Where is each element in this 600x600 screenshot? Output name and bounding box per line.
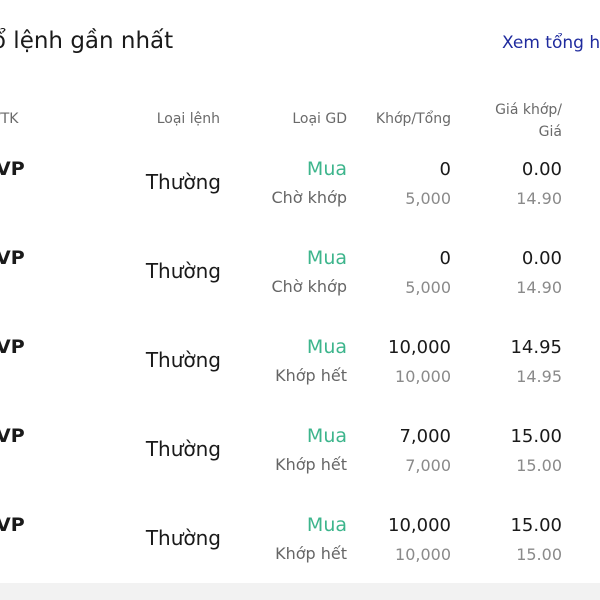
col-header-price: Giá (538, 124, 562, 137)
col-header-match-price: Giá khớp/ (495, 102, 562, 118)
footer-bar (0, 583, 600, 600)
col-header-matched-total: Khớp/Tổng (375, 111, 451, 127)
order-type: Thường (145, 170, 221, 194)
order-type: Thường (145, 526, 221, 550)
side: Mua (306, 514, 347, 536)
order-price: 14.90 (516, 189, 562, 208)
matched-qty: 0 (439, 159, 451, 180)
total-qty: 5,000 (405, 189, 451, 208)
side: Mua (306, 158, 347, 180)
section-title: ổ lệnh gần nhất (0, 28, 174, 54)
order-price: 14.90 (516, 278, 562, 297)
symbol: VP (0, 158, 25, 180)
order-type: Thường (145, 259, 221, 283)
matched-qty: 0 (439, 248, 451, 269)
total-qty: 10,000 (395, 367, 451, 386)
status: Khớp hết (275, 366, 347, 385)
status: Chờ khớp (271, 188, 347, 207)
matched-qty: 7,000 (399, 426, 451, 447)
order-type: Thường (145, 348, 221, 372)
order-price: 15.00 (516, 456, 562, 475)
match-price: 15.00 (510, 426, 562, 447)
side: Mua (306, 425, 347, 447)
col-header-order-type: Loại lệnh (156, 111, 220, 127)
matched-qty: 10,000 (388, 337, 451, 358)
status: Khớp hết (275, 455, 347, 474)
order-price: 15.00 (516, 545, 562, 564)
side: Mua (306, 336, 347, 358)
col-header-account: /TK (0, 111, 19, 127)
symbol: VP (0, 514, 25, 536)
status: Chờ khớp (271, 277, 347, 296)
total-qty: 7,000 (405, 456, 451, 475)
col-header-side: Loại GD (292, 111, 347, 127)
matched-qty: 10,000 (388, 515, 451, 536)
side: Mua (306, 247, 347, 269)
total-qty: 5,000 (405, 278, 451, 297)
symbol: VP (0, 425, 25, 447)
order-type: Thường (145, 437, 221, 461)
symbol: VP (0, 247, 25, 269)
match-price: 0.00 (521, 159, 562, 180)
match-price: 15.00 (510, 515, 562, 536)
symbol: VP (0, 336, 25, 358)
status: Khớp hết (275, 544, 347, 563)
match-price: 14.95 (510, 337, 562, 358)
match-price: 0.00 (521, 248, 562, 269)
total-qty: 10,000 (395, 545, 451, 564)
view-all-link[interactable]: Xem tổng h (502, 33, 600, 53)
order-price: 14.95 (516, 367, 562, 386)
